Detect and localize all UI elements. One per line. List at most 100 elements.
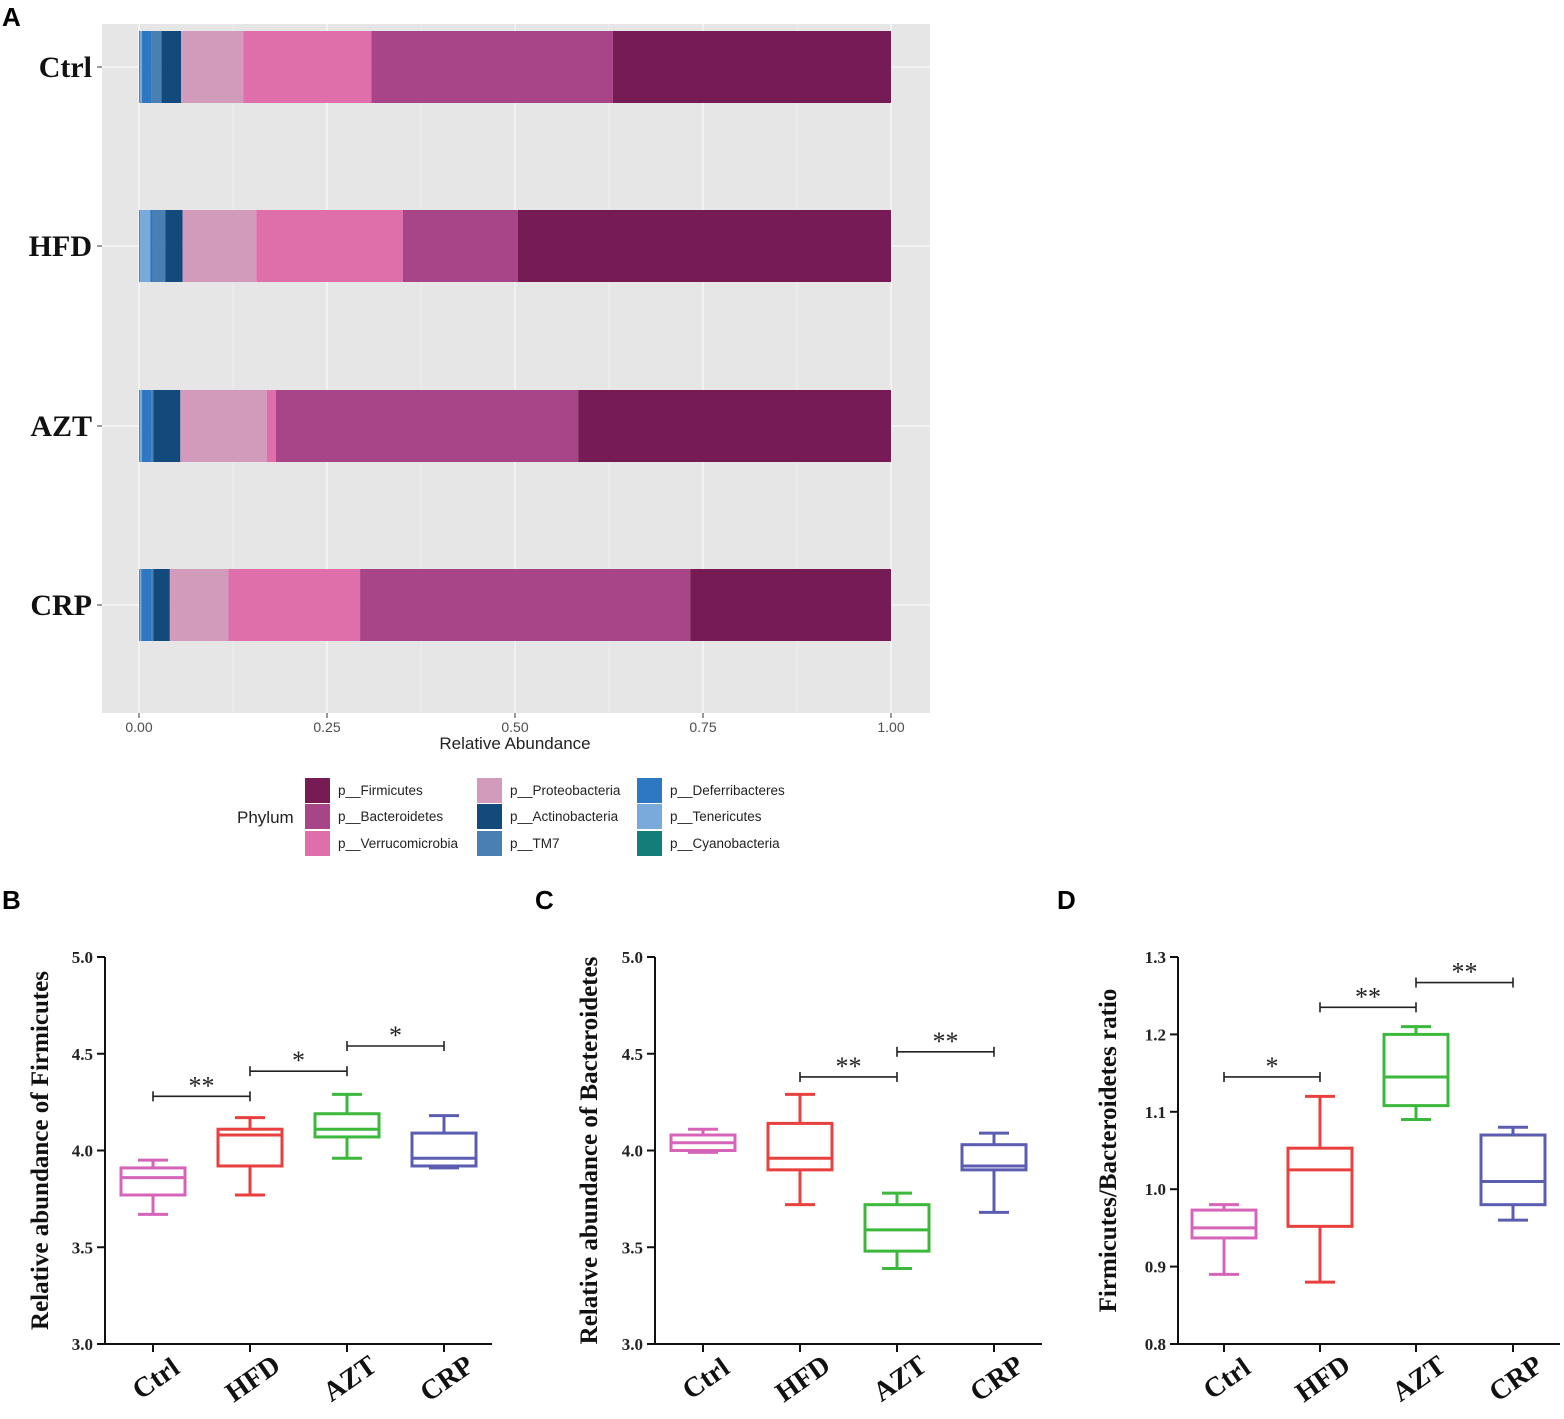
box-hfd (766, 1121, 834, 1172)
box-azt (1382, 1032, 1450, 1108)
legend-label: p__Tenericutes (670, 809, 762, 824)
bar-segment-hfd-proteobacteria (182, 210, 257, 282)
bar-segment-hfd-actinobacteria (165, 210, 183, 282)
x-tick-label-hfd: HFD (220, 1349, 286, 1408)
y-tick-label: 4.5 (72, 1045, 93, 1064)
x-tick-label-hfd: HFD (1290, 1349, 1356, 1408)
legend-label: p__Cyanobacteria (670, 836, 780, 851)
y-tick-label: 4.0 (72, 1142, 93, 1161)
panel-b-boxplot: 3.0 3.5 4.0 4.5 5.0 Relative abundance of Fir… (27, 948, 492, 1409)
x-tick-label-crp: CRP (415, 1350, 480, 1408)
legend-label: p__Firmicutes (338, 783, 423, 798)
panel-a-category-label: HFD (29, 230, 92, 263)
bar-segment-hfd-tm7 (152, 210, 166, 282)
panel-a-category-label: Ctrl (39, 51, 92, 84)
bar-segment-ctrl-actinobacteria (161, 31, 182, 103)
panel-a-x-ticks: 0.00 0.25 0.50 0.75 1.00 (125, 713, 905, 735)
bar-segment-ctrl-bacteroidetes (371, 31, 613, 103)
panel-a-category-labels: Ctrl HFD AZT CRP (29, 51, 102, 622)
x-tick-label-ctrl: Ctrl (1198, 1352, 1257, 1406)
bar-segment-azt-tenericutes (139, 390, 143, 462)
bar-segment-crp-cyanobacteria (139, 569, 140, 641)
bar-segment-ctrl-cyanobacteria (139, 31, 140, 103)
y-tick-label: 1.3 (1145, 948, 1166, 967)
bar-segment-azt-bacteroidetes (275, 390, 579, 462)
panel-letter-a: A (2, 2, 21, 32)
legend-label: p__Proteobacteria (510, 783, 621, 798)
legend-title: Phylum (237, 808, 294, 827)
bar-segment-crp-actinobacteria (153, 569, 170, 641)
bar-segment-ctrl-tm7 (151, 31, 162, 103)
bar-segment-ctrl-tenericutes (139, 31, 143, 103)
y-tick-label: 3.0 (622, 1335, 643, 1354)
panel-letter-d: D (1057, 885, 1076, 915)
panel-a-category-label: AZT (30, 410, 92, 443)
legend-swatch-actinobacteria (477, 804, 502, 829)
bar-segment-hfd-firmicutes (518, 210, 891, 282)
bar-segment-crp-tm7 (151, 569, 154, 641)
bar-segment-ctrl-deferribacteres (142, 31, 152, 103)
legend-label: p__TM7 (510, 836, 560, 851)
bar-segment-ctrl-verrucomicrobia (243, 31, 372, 103)
y-tick-label: 5.0 (622, 948, 643, 967)
legend-label: p__Deferribacteres (670, 783, 785, 798)
y-tick-label: 4.5 (622, 1045, 643, 1064)
bar-segment-azt-tm7 (151, 390, 154, 462)
panel-d-boxplot: 0.8 0.9 1.0 1.1 1.2 1.3 Firmicutes/Bacteroidet… (1095, 948, 1560, 1409)
y-axis-title: Relative abundance of Bacteroidetes (576, 956, 603, 1344)
box-hfd (216, 1127, 284, 1168)
legend-swatch-cyanobacteria (637, 831, 662, 856)
significance-label: ** (189, 1071, 215, 1100)
significance-label: ** (1355, 982, 1381, 1011)
box-azt (863, 1203, 931, 1253)
panel-a-x-tick-label: 1.00 (877, 719, 904, 735)
legend-label: p__Verrucomicrobia (338, 836, 459, 851)
y-tick-label: 3.0 (72, 1335, 93, 1354)
bar-segment-hfd-tenericutes (139, 210, 151, 282)
box-crp (1479, 1133, 1547, 1207)
y-tick-label: 5.0 (72, 948, 93, 967)
bar-segment-azt-firmicutes (578, 390, 891, 462)
bar-segment-azt-proteobacteria (180, 390, 267, 462)
panel-a-category-label: CRP (30, 589, 92, 622)
significance-label: ** (933, 1027, 959, 1056)
bar-segment-ctrl-firmicutes (612, 31, 891, 103)
box-azt (313, 1112, 381, 1139)
significance-label: * (389, 1021, 402, 1050)
panel-a-x-axis-title: Relative Abundance (439, 734, 590, 753)
x-tick-label-crp: CRP (1484, 1350, 1549, 1408)
panel-a-x-tick-label: 0.75 (689, 719, 716, 735)
bar-segment-azt-deferribacteres (142, 390, 152, 462)
legend-swatch-firmicutes (305, 778, 330, 803)
y-tick-label: 1.1 (1145, 1103, 1166, 1122)
legend-label: p__Actinobacteria (510, 809, 619, 824)
y-axis-title: Firmicutes/Bacteroidetes ratio (1095, 989, 1122, 1313)
x-tick-label-azt: AZT (318, 1350, 383, 1409)
y-tick-label: 1.0 (1145, 1180, 1166, 1199)
panel-c-boxplot: 3.0 3.5 4.0 4.5 5.0 Relative abundance of Bac… (576, 948, 1042, 1409)
bar-segment-azt-actinobacteria (153, 390, 181, 462)
legend-label: p__Bacteroidetes (338, 809, 443, 824)
box-hfd (1286, 1146, 1354, 1228)
y-tick-label: 3.5 (622, 1238, 643, 1257)
significance-label: ** (1452, 958, 1478, 987)
panel-a-x-tick-label: 0.50 (501, 719, 528, 735)
bar-segment-hfd-verrucomicrobia (256, 210, 403, 282)
legend-swatch-bacteroidetes (305, 804, 330, 829)
x-tick-label-azt: AZT (1387, 1350, 1452, 1409)
x-tick-label-hfd: HFD (770, 1349, 836, 1408)
y-tick-label: 3.5 (72, 1238, 93, 1257)
panel-a-x-tick-label: 0.00 (125, 719, 152, 735)
legend-swatch-deferribacteres (637, 778, 662, 803)
box-crp (960, 1143, 1028, 1172)
bar-segment-hfd-bacteroidetes (402, 210, 519, 282)
box-crp (410, 1131, 478, 1168)
significance-label: * (292, 1046, 305, 1075)
x-tick-label-ctrl: Ctrl (127, 1352, 186, 1406)
bar-segment-crp-tenericutes (139, 569, 142, 641)
y-tick-label: 0.8 (1145, 1335, 1166, 1354)
bar-segment-crp-verrucomicrobia (228, 569, 361, 641)
y-axis-title: Relative abundance of Firmicutes (27, 971, 54, 1330)
x-tick-label-crp: CRP (965, 1350, 1030, 1408)
